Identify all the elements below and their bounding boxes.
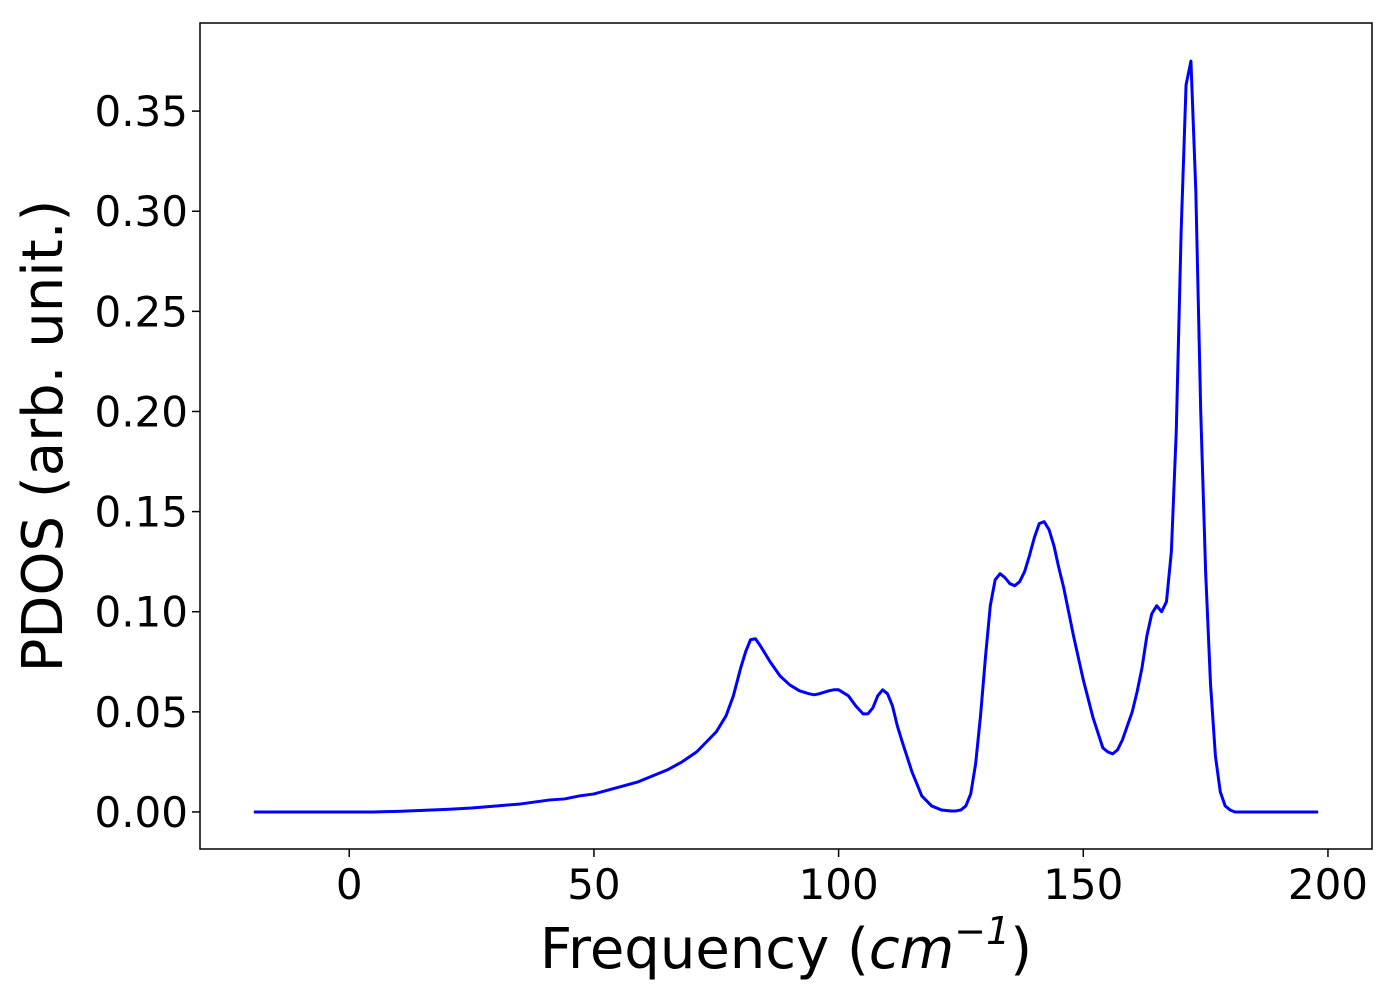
y-tick-label: 0.30	[94, 187, 188, 236]
y-axis-ticks: 0.00 0.05 0.10 0.15 0.20 0.25 0.30 0.35	[94, 87, 200, 837]
pdos-series-line	[253, 59, 1319, 814]
y-axis-label: PDOS (arb. unit.)	[11, 200, 76, 673]
y-tick-label: 0.05	[94, 688, 188, 737]
y-tick-label: 0.00	[94, 788, 188, 837]
x-axis-label-close: )	[1010, 917, 1032, 982]
x-tick-label: 200	[1288, 860, 1368, 909]
x-tick-label: 100	[799, 860, 879, 909]
x-tick-label: 0	[336, 860, 363, 909]
x-tick-label: 150	[1043, 860, 1123, 909]
x-axis-ticks: 0 50 100 150 200	[336, 849, 1368, 909]
y-tick-label: 0.15	[94, 488, 188, 537]
x-axis-label-unit: cm	[869, 917, 954, 982]
y-tick-label: 0.20	[94, 387, 188, 436]
x-axis-label: Frequency (cm−1)	[540, 909, 1032, 982]
x-axis-label-text: Frequency (	[540, 917, 869, 982]
y-tick-label: 0.35	[94, 87, 188, 136]
x-axis-label-exponent: −1	[954, 909, 1010, 953]
y-tick-label: 0.10	[94, 588, 188, 637]
x-tick-label: 50	[567, 860, 620, 909]
y-tick-label: 0.25	[94, 287, 188, 336]
plot-area-frame	[199, 22, 1373, 850]
